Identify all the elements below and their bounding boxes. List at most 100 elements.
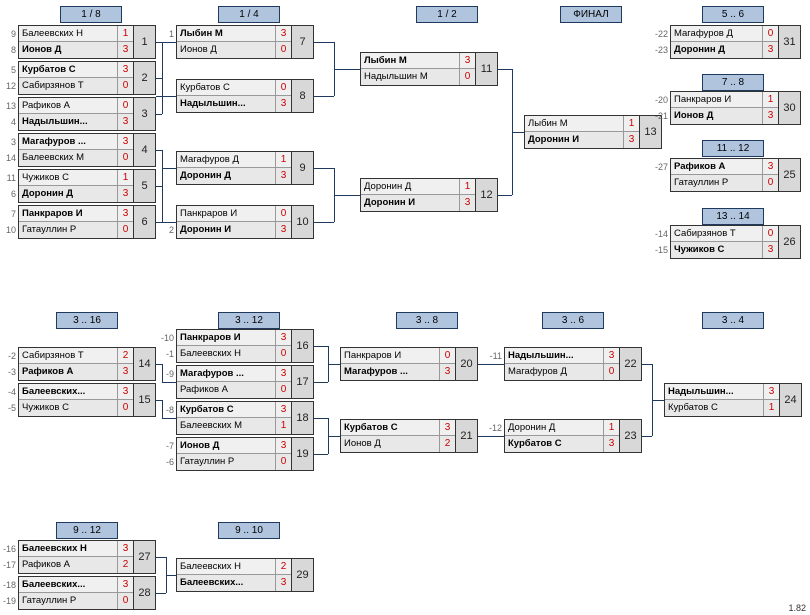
match-id: 27	[133, 541, 155, 573]
seed-number: 1	[158, 26, 174, 42]
match-row: Панкраров И3	[19, 206, 133, 222]
player-score: 3	[603, 348, 619, 364]
bracket-line	[156, 222, 176, 223]
seed-number: 3	[0, 134, 16, 150]
player-name: Ионов Д	[671, 108, 762, 124]
player-name: Ионов Д	[177, 42, 275, 58]
match-id: 21	[455, 420, 477, 452]
player-score: 3	[762, 108, 778, 124]
seed-number: -8	[158, 402, 174, 418]
player-score: 3	[117, 364, 133, 380]
bracket-line	[334, 69, 360, 70]
player-score: 0	[117, 98, 133, 114]
player-score: 3	[439, 364, 455, 380]
match-row: Балеевских М0	[19, 150, 133, 166]
seed-number: -2	[0, 348, 16, 364]
player-score: 3	[459, 53, 475, 69]
match-row: Курбатов С3	[177, 402, 291, 418]
match-box: Магафуров Д1Доронин Д39	[176, 151, 314, 185]
bracket-line	[512, 132, 524, 133]
player-score: 1	[459, 179, 475, 195]
player-score: 0	[275, 80, 291, 96]
match-row: Доронин Д3	[19, 186, 133, 202]
match-box: Доронин Д1Доронин И312	[360, 178, 498, 212]
match-box: Магафуров ...3Балеевских М04	[18, 133, 156, 167]
match-row: Надыльшин...3	[177, 96, 291, 112]
match-box: Лыбин М1Доронин И313	[524, 115, 662, 149]
player-name: Чужиков С	[671, 242, 762, 258]
player-name: Курбатов С	[665, 400, 763, 416]
player-score: 3	[117, 186, 133, 202]
player-score: 0	[275, 382, 291, 398]
match-row: Балеевских Н3	[19, 541, 133, 557]
stage-label: 1 / 4	[218, 6, 280, 23]
player-name: Гатауллин Р	[671, 175, 762, 191]
player-score: 0	[117, 593, 133, 609]
match-row: Доронин И3	[361, 195, 475, 211]
stage-label: 13 .. 14	[702, 208, 764, 225]
player-score: 3	[275, 96, 291, 112]
player-name: Панкраров И	[671, 92, 762, 108]
bracket-line	[478, 364, 504, 365]
match-id: 31	[778, 26, 800, 58]
match-row: Сабирзянов Т0	[671, 226, 778, 242]
player-name: Гатауллин Р	[19, 593, 117, 609]
stage-label: 5 .. 6	[702, 6, 764, 23]
player-name: Панкраров И	[341, 348, 439, 364]
match-box: Доронин Д1Курбатов С323	[504, 419, 642, 453]
player-name: Доронин Д	[361, 179, 459, 195]
seed-number: 11	[0, 170, 16, 186]
player-score: 3	[275, 575, 291, 591]
match-row: Балеевских Н1	[19, 26, 133, 42]
seed-number: 10	[0, 222, 16, 238]
match-row: Лыбин М3	[361, 53, 475, 69]
bracket-line	[498, 195, 512, 196]
seed-number: -9	[158, 366, 174, 382]
player-name: Курбатов С	[341, 420, 439, 436]
seed-number: 4	[0, 114, 16, 130]
player-score: 0	[459, 69, 475, 85]
player-score: 3	[275, 438, 291, 454]
match-row: Доронин Д3	[177, 168, 291, 184]
player-score: 1	[763, 400, 779, 416]
bracket-line	[498, 69, 512, 70]
match-row: Чужиков С0	[19, 400, 133, 416]
stage-label: 3 .. 4	[702, 312, 764, 329]
match-id: 23	[619, 420, 641, 452]
player-score: 3	[762, 242, 778, 258]
bracket-line	[162, 186, 163, 222]
match-row: Надыльшин...3	[665, 384, 779, 400]
seed-number: -17	[0, 557, 16, 573]
match-row: Балеевских Н2	[177, 559, 291, 575]
bracket-line	[156, 42, 176, 43]
player-name: Курбатов С	[177, 402, 275, 418]
player-name: Магафуров ...	[177, 366, 275, 382]
bracket-line	[478, 436, 504, 437]
match-row: Курбатов С1	[665, 400, 779, 416]
player-score: 2	[117, 557, 133, 573]
bracket-line	[314, 42, 334, 43]
player-score: 3	[762, 159, 778, 175]
match-row: Курбатов С3	[19, 62, 133, 78]
seed-number: -15	[652, 242, 668, 258]
stage-label: 11 .. 12	[702, 140, 764, 157]
match-row: Магафуров Д0	[671, 26, 778, 42]
match-id: 5	[133, 170, 155, 202]
player-name: Балеевских Н	[177, 559, 275, 575]
bracket-line	[334, 195, 360, 196]
match-row: Гатауллин Р0	[19, 222, 133, 238]
player-score: 0	[117, 400, 133, 416]
bracket-line	[328, 436, 340, 437]
player-score: 0	[275, 42, 291, 58]
match-row: Балеевских...3	[19, 577, 133, 593]
match-id: 29	[291, 559, 313, 591]
player-score: 0	[275, 206, 291, 222]
player-name: Гатауллин Р	[177, 454, 275, 470]
player-name: Сабирзянов Т	[19, 348, 117, 364]
match-row: Сабирзянов Т2	[19, 348, 133, 364]
match-box: Магафуров ...3Рафиков А017	[176, 365, 314, 399]
player-name: Гатауллин Р	[19, 222, 117, 238]
stage-label: 3 .. 16	[56, 312, 118, 329]
match-id: 15	[133, 384, 155, 416]
match-box: Надыльшин...3Курбатов С124	[664, 383, 802, 417]
